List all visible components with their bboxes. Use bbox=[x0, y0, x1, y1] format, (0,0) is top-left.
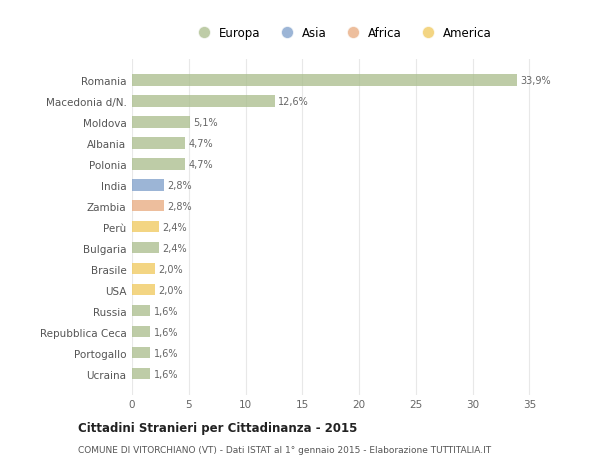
Text: 33,9%: 33,9% bbox=[520, 76, 551, 86]
Bar bbox=[132, 159, 185, 170]
Bar bbox=[132, 179, 164, 191]
Text: 2,0%: 2,0% bbox=[158, 285, 183, 295]
Bar bbox=[132, 263, 155, 275]
Bar bbox=[132, 368, 150, 380]
Legend: Europa, Asia, Africa, America: Europa, Asia, Africa, America bbox=[187, 22, 497, 45]
Bar bbox=[132, 326, 150, 338]
Bar bbox=[132, 96, 275, 107]
Bar bbox=[132, 138, 185, 149]
Text: COMUNE DI VITORCHIANO (VT) - Dati ISTAT al 1° gennaio 2015 - Elaborazione TUTTIT: COMUNE DI VITORCHIANO (VT) - Dati ISTAT … bbox=[78, 445, 491, 454]
Bar bbox=[132, 305, 150, 317]
Text: Cittadini Stranieri per Cittadinanza - 2015: Cittadini Stranieri per Cittadinanza - 2… bbox=[78, 421, 358, 434]
Text: 2,4%: 2,4% bbox=[163, 243, 187, 253]
Text: 1,6%: 1,6% bbox=[154, 327, 178, 337]
Bar bbox=[132, 201, 164, 212]
Text: 12,6%: 12,6% bbox=[278, 96, 309, 106]
Bar bbox=[132, 221, 159, 233]
Bar bbox=[132, 242, 159, 254]
Text: 5,1%: 5,1% bbox=[193, 118, 218, 128]
Text: 4,7%: 4,7% bbox=[189, 139, 214, 148]
Text: 2,8%: 2,8% bbox=[167, 180, 192, 190]
Text: 1,6%: 1,6% bbox=[154, 369, 178, 379]
Bar bbox=[132, 117, 190, 128]
Text: 2,4%: 2,4% bbox=[163, 222, 187, 232]
Bar bbox=[132, 75, 517, 86]
Text: 1,6%: 1,6% bbox=[154, 348, 178, 358]
Bar bbox=[132, 347, 150, 358]
Text: 2,8%: 2,8% bbox=[167, 202, 192, 211]
Text: 4,7%: 4,7% bbox=[189, 159, 214, 169]
Bar bbox=[132, 284, 155, 296]
Text: 2,0%: 2,0% bbox=[158, 264, 183, 274]
Text: 1,6%: 1,6% bbox=[154, 306, 178, 316]
